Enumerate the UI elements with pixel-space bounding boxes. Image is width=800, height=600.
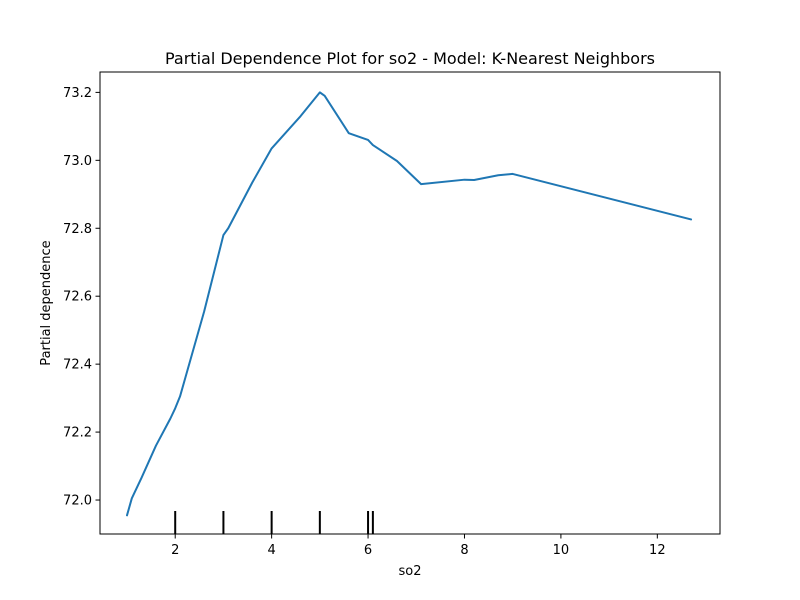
y-tick-label: 73.0 xyxy=(63,154,92,169)
x-tick-label: 2 xyxy=(171,543,179,558)
axes-frame xyxy=(99,71,721,535)
series-line-0 xyxy=(126,91,693,517)
chart-title: Partial Dependence Plot for so2 - Model:… xyxy=(165,49,655,68)
y-axis-label: Partial dependence xyxy=(39,240,54,365)
y-tick-label: 73.2 xyxy=(63,86,92,101)
x-tick-label: 10 xyxy=(553,543,570,558)
x-tick-label: 6 xyxy=(364,543,372,558)
x-tick-label: 4 xyxy=(267,543,275,558)
y-tick-label: 72.2 xyxy=(63,426,92,441)
x-tick-label: 8 xyxy=(460,543,468,558)
y-tick-label: 72.6 xyxy=(63,290,92,305)
y-tick-label: 72.0 xyxy=(63,494,92,509)
y-tick-label: 72.4 xyxy=(63,358,92,373)
x-axis-label: so2 xyxy=(399,564,422,579)
y-tick-label: 72.8 xyxy=(63,222,92,237)
x-tick-label: 12 xyxy=(649,543,666,558)
plot-area: 2 4 6 8 10 12 72.0 72.2 72.4 72.6 72.8 73.0 73.2 xyxy=(63,71,721,558)
